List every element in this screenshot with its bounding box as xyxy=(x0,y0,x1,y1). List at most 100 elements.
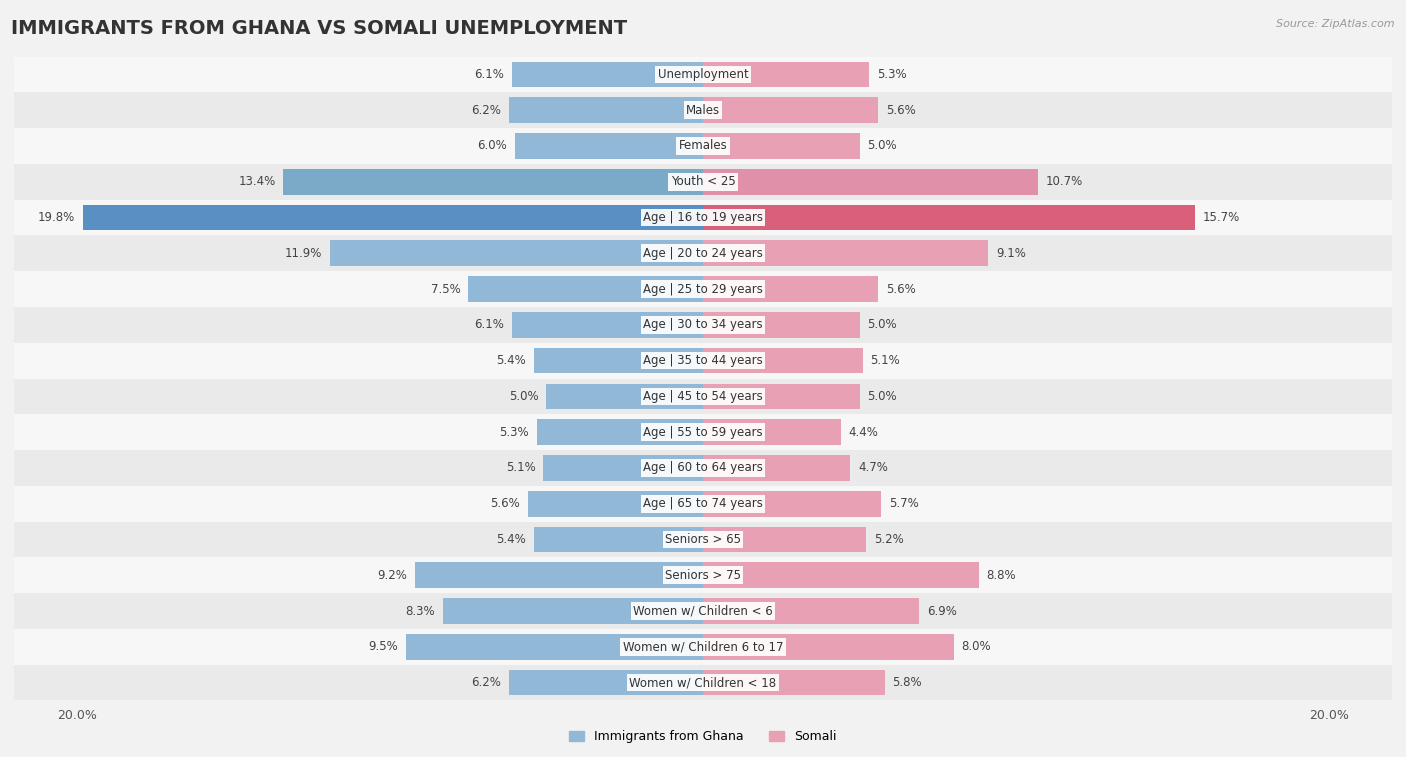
Text: 5.3%: 5.3% xyxy=(877,68,907,81)
Bar xyxy=(284,169,703,195)
Bar xyxy=(14,164,1392,200)
Text: Women w/ Children < 18: Women w/ Children < 18 xyxy=(630,676,776,689)
Text: IMMIGRANTS FROM GHANA VS SOMALI UNEMPLOYMENT: IMMIGRANTS FROM GHANA VS SOMALI UNEMPLOY… xyxy=(11,19,627,38)
Text: Age | 65 to 74 years: Age | 65 to 74 years xyxy=(643,497,763,510)
Bar xyxy=(14,128,1392,164)
Bar xyxy=(703,384,859,410)
Bar xyxy=(703,419,841,445)
Bar xyxy=(703,598,920,624)
Text: Males: Males xyxy=(686,104,720,117)
Text: 6.1%: 6.1% xyxy=(474,319,505,332)
Text: Females: Females xyxy=(679,139,727,152)
Text: 5.0%: 5.0% xyxy=(868,139,897,152)
Bar xyxy=(703,455,851,481)
Text: 6.0%: 6.0% xyxy=(478,139,508,152)
Bar xyxy=(83,204,703,230)
Text: 10.7%: 10.7% xyxy=(1046,176,1083,188)
Text: 9.1%: 9.1% xyxy=(995,247,1025,260)
Text: Age | 16 to 19 years: Age | 16 to 19 years xyxy=(643,211,763,224)
Bar xyxy=(703,98,879,123)
Text: 15.7%: 15.7% xyxy=(1202,211,1240,224)
Text: Unemployment: Unemployment xyxy=(658,68,748,81)
Bar xyxy=(515,133,703,159)
Text: Age | 30 to 34 years: Age | 30 to 34 years xyxy=(643,319,763,332)
Text: 5.3%: 5.3% xyxy=(499,425,529,438)
Text: Age | 25 to 29 years: Age | 25 to 29 years xyxy=(643,282,763,295)
Bar xyxy=(14,557,1392,593)
Text: Age | 45 to 54 years: Age | 45 to 54 years xyxy=(643,390,763,403)
Bar xyxy=(703,491,882,516)
Bar xyxy=(534,347,703,373)
Bar xyxy=(703,562,979,588)
Bar xyxy=(703,241,988,266)
Bar xyxy=(14,629,1392,665)
Text: 6.2%: 6.2% xyxy=(471,104,501,117)
Text: 5.7%: 5.7% xyxy=(890,497,920,510)
Text: Age | 55 to 59 years: Age | 55 to 59 years xyxy=(643,425,763,438)
Text: Seniors > 65: Seniors > 65 xyxy=(665,533,741,546)
Bar xyxy=(14,235,1392,271)
Bar xyxy=(330,241,703,266)
Bar xyxy=(14,486,1392,522)
Text: Seniors > 75: Seniors > 75 xyxy=(665,569,741,581)
Bar xyxy=(703,312,859,338)
Text: Age | 60 to 64 years: Age | 60 to 64 years xyxy=(643,462,763,475)
Bar xyxy=(509,98,703,123)
Bar xyxy=(512,312,703,338)
Text: 19.8%: 19.8% xyxy=(38,211,75,224)
Bar xyxy=(405,634,703,659)
Bar xyxy=(703,169,1038,195)
Text: 7.5%: 7.5% xyxy=(430,282,460,295)
Text: 4.4%: 4.4% xyxy=(849,425,879,438)
Bar xyxy=(512,61,703,87)
Bar xyxy=(14,665,1392,700)
Bar xyxy=(14,522,1392,557)
Text: Source: ZipAtlas.com: Source: ZipAtlas.com xyxy=(1277,19,1395,29)
Bar xyxy=(534,527,703,553)
Text: 5.0%: 5.0% xyxy=(868,319,897,332)
Text: 5.4%: 5.4% xyxy=(496,533,526,546)
Bar xyxy=(527,491,703,516)
Bar xyxy=(509,670,703,696)
Bar xyxy=(14,271,1392,307)
Bar xyxy=(703,276,879,302)
Text: 6.1%: 6.1% xyxy=(474,68,505,81)
Text: 5.8%: 5.8% xyxy=(893,676,922,689)
Text: 5.0%: 5.0% xyxy=(868,390,897,403)
Text: 4.7%: 4.7% xyxy=(858,462,887,475)
Text: 5.1%: 5.1% xyxy=(870,354,900,367)
Bar xyxy=(14,307,1392,343)
Text: 9.5%: 9.5% xyxy=(368,640,398,653)
Bar xyxy=(703,204,1195,230)
Text: 5.1%: 5.1% xyxy=(506,462,536,475)
Text: 5.6%: 5.6% xyxy=(886,104,915,117)
Bar xyxy=(443,598,703,624)
Text: 6.2%: 6.2% xyxy=(471,676,501,689)
Bar xyxy=(14,414,1392,450)
Bar xyxy=(543,455,703,481)
Text: 5.0%: 5.0% xyxy=(509,390,538,403)
Bar xyxy=(703,670,884,696)
Text: Youth < 25: Youth < 25 xyxy=(671,176,735,188)
Bar xyxy=(14,378,1392,414)
Text: 6.9%: 6.9% xyxy=(927,605,956,618)
Bar xyxy=(14,92,1392,128)
Text: 5.6%: 5.6% xyxy=(886,282,915,295)
Text: 11.9%: 11.9% xyxy=(285,247,322,260)
Bar xyxy=(415,562,703,588)
Bar xyxy=(14,200,1392,235)
Legend: Immigrants from Ghana, Somali: Immigrants from Ghana, Somali xyxy=(569,731,837,743)
Bar xyxy=(703,61,869,87)
Text: 8.0%: 8.0% xyxy=(962,640,991,653)
Bar xyxy=(14,450,1392,486)
Bar xyxy=(703,527,866,553)
Bar xyxy=(547,384,703,410)
Bar xyxy=(14,593,1392,629)
Bar xyxy=(703,347,863,373)
Text: 8.8%: 8.8% xyxy=(987,569,1017,581)
Text: Women w/ Children 6 to 17: Women w/ Children 6 to 17 xyxy=(623,640,783,653)
Bar xyxy=(703,634,953,659)
Text: 5.4%: 5.4% xyxy=(496,354,526,367)
Bar xyxy=(468,276,703,302)
Bar xyxy=(703,133,859,159)
